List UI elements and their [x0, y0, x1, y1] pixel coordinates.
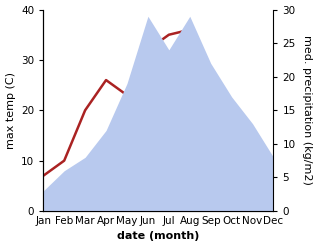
Y-axis label: max temp (C): max temp (C)	[5, 72, 16, 149]
X-axis label: date (month): date (month)	[117, 231, 200, 242]
Y-axis label: med. precipitation (kg/m2): med. precipitation (kg/m2)	[302, 35, 313, 185]
